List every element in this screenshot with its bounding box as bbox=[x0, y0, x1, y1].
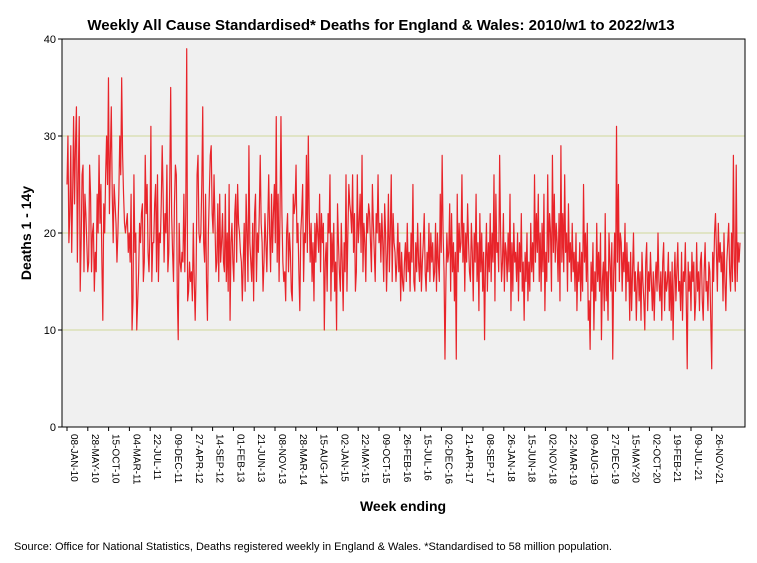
x-tick-label: 04-MAR-11 bbox=[130, 434, 141, 485]
y-tick-label: 30 bbox=[44, 131, 56, 143]
y-tick-label: 0 bbox=[50, 422, 56, 434]
x-tick-label: 26-JAN-18 bbox=[505, 434, 516, 482]
series-line bbox=[66, 48, 741, 370]
x-tick-label: 15-JUL-16 bbox=[422, 434, 433, 481]
x-tick-label: 09-OCT-15 bbox=[380, 434, 391, 484]
source-note: Source: Office for National Statistics, … bbox=[14, 541, 612, 553]
x-tick-label: 26-FEB-16 bbox=[401, 434, 412, 483]
x-tick-label: 15-AUG-14 bbox=[318, 434, 329, 485]
x-tick-label: 28-MAR-14 bbox=[297, 434, 308, 486]
x-axis-label: Week ending bbox=[360, 498, 446, 514]
x-tick-label: 26-NOV-21 bbox=[713, 434, 724, 484]
x-tick-label: 22-MAR-19 bbox=[567, 434, 578, 486]
x-tick-label: 02-DEC-16 bbox=[442, 434, 453, 484]
x-tick-label: 09-AUG-19 bbox=[588, 434, 599, 485]
x-tick-label: 08-NOV-13 bbox=[276, 434, 287, 484]
x-tick-label: 15-OCT-10 bbox=[110, 434, 121, 484]
x-tick-label: 22-MAY-15 bbox=[359, 434, 370, 483]
x-tick-label: 28-MAY-10 bbox=[89, 434, 100, 483]
x-tick-label: 01-FEB-13 bbox=[234, 434, 245, 483]
x-tick-label: 14-SEP-12 bbox=[214, 434, 225, 483]
y-tick-label: 10 bbox=[44, 325, 56, 337]
x-tick-label: 22-JUL-11 bbox=[151, 434, 162, 480]
x-tick-label: 02-NOV-18 bbox=[546, 434, 557, 484]
x-tick-label: 15-JUN-18 bbox=[526, 434, 537, 483]
x-tick-label: 15-MAY-20 bbox=[630, 434, 641, 483]
y-tick-label: 40 bbox=[44, 34, 56, 46]
x-tick-label: 21-JUN-13 bbox=[255, 434, 266, 483]
x-tick-label: 08-SEP-17 bbox=[484, 434, 495, 483]
x-tick-label: 08-JAN-10 bbox=[68, 434, 79, 482]
x-tick-label: 09-DEC-11 bbox=[172, 434, 183, 484]
x-tick-label: 09-JUL-21 bbox=[692, 434, 703, 481]
x-tick-label: 02-OCT-20 bbox=[650, 434, 661, 484]
x-tick-label: 19-FEB-21 bbox=[671, 434, 682, 483]
x-tick-label: 27-APR-12 bbox=[193, 434, 204, 484]
x-tick-label: 02-JAN-15 bbox=[338, 434, 349, 482]
x-tick-label: 27-DEC-19 bbox=[609, 434, 620, 484]
chart-title: Weekly All Cause Standardised* Deaths fo… bbox=[87, 17, 674, 34]
x-tick-label: 21-APR-17 bbox=[463, 434, 474, 484]
y-axis-label: Deaths 1 - 14y bbox=[18, 186, 34, 280]
y-tick-label: 20 bbox=[44, 228, 56, 240]
